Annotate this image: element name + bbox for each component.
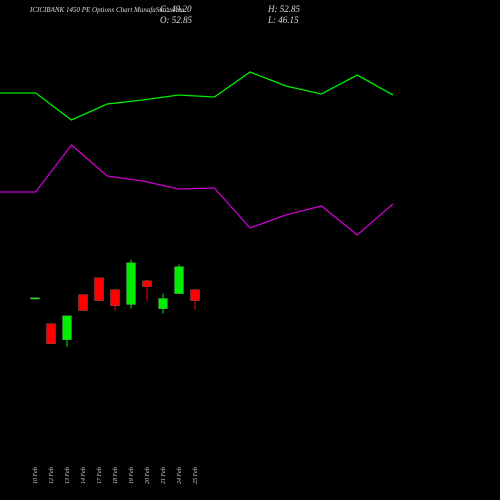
x-tick-label: 10 Feb xyxy=(33,467,39,484)
candle-body xyxy=(110,289,120,306)
candle-body xyxy=(94,277,104,301)
candle-body xyxy=(142,280,152,287)
candle-body xyxy=(62,315,72,340)
high-label: H: 52.85 xyxy=(267,4,300,14)
close-label: C: 49.20 xyxy=(160,4,192,14)
open-label: O: 52.85 xyxy=(160,15,192,25)
candle-body xyxy=(126,262,136,305)
candle-body xyxy=(174,266,184,294)
line-series xyxy=(0,71,394,121)
candle-body xyxy=(78,294,88,311)
x-tick-label: 20 Feb xyxy=(145,467,151,484)
x-tick-label: 12 Feb xyxy=(49,467,55,484)
low-label: L: 46.15 xyxy=(267,15,299,25)
candle-body xyxy=(158,298,168,309)
x-tick-label: 14 Feb xyxy=(80,467,87,484)
x-tick-label: 21 Feb xyxy=(161,467,167,484)
x-tick-label: 17 Feb xyxy=(97,467,103,484)
x-tick-label: 25 Feb xyxy=(193,467,199,484)
chart-title: ICICIBANK 1450 PE Options Chart MunafaSu… xyxy=(29,6,184,14)
x-tick-label: 18 Feb xyxy=(113,467,119,484)
x-tick-label: 13 Feb xyxy=(65,467,71,484)
candle-body xyxy=(46,323,56,344)
line-series xyxy=(0,144,394,236)
x-tick-label: 19 Feb xyxy=(129,467,135,484)
candle-body xyxy=(190,289,200,301)
x-tick-label: 24 Feb xyxy=(176,467,183,484)
candle-body xyxy=(30,297,40,300)
